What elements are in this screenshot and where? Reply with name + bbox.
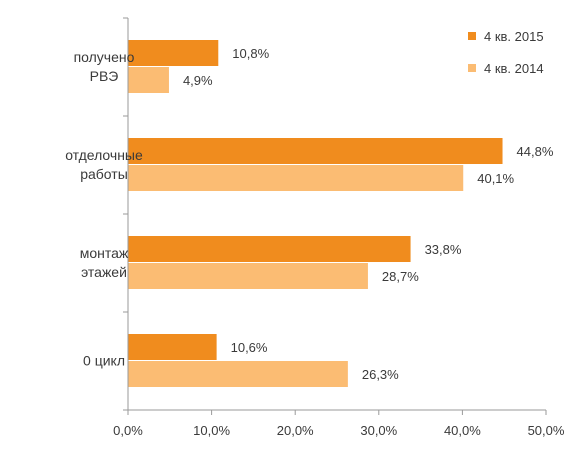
bar-series2-cat2 bbox=[128, 165, 464, 191]
legend-swatch bbox=[468, 64, 476, 72]
x-tick-label: 10,0% bbox=[193, 423, 230, 438]
data-label: 44,8% bbox=[517, 144, 554, 159]
bar-series1-cat2 bbox=[128, 138, 503, 164]
data-label: 26,3% bbox=[362, 367, 399, 382]
bars-layer bbox=[128, 40, 503, 387]
bar-series2-cat1 bbox=[128, 67, 169, 93]
category-label: РВЭ bbox=[90, 68, 119, 84]
category-label: получено bbox=[74, 49, 135, 65]
bar-series1-cat3 bbox=[128, 236, 411, 262]
bar-series1-cat1 bbox=[128, 40, 219, 66]
legend-label: 4 кв. 2015 bbox=[484, 29, 544, 44]
category-label: монтаж bbox=[80, 245, 129, 261]
bar-series2-cat3 bbox=[128, 263, 368, 289]
category-label: работы bbox=[80, 166, 128, 182]
x-tick-label: 40,0% bbox=[444, 423, 481, 438]
data-label: 10,8% bbox=[232, 46, 269, 61]
data-label: 10,6% bbox=[231, 340, 268, 355]
data-label: 40,1% bbox=[477, 171, 514, 186]
labels-layer: 10,8% 4,9% получено РВЭ 44,8%40,1% отделочные… bbox=[65, 46, 554, 382]
data-label: 33,8% bbox=[425, 242, 462, 257]
legend-swatch bbox=[468, 32, 476, 40]
x-tick-label: 30,0% bbox=[360, 423, 397, 438]
x-tick-label: 0,0% bbox=[113, 423, 143, 438]
legend: 4 кв. 2015 4 кв. 2014 bbox=[468, 29, 544, 76]
bar-series1-cat4 bbox=[128, 334, 217, 360]
category-label: этажей bbox=[81, 264, 127, 280]
x-tick-label: 20,0% bbox=[277, 423, 314, 438]
axis-layer: 0,0% 10,0% 20,0% 30,0% 40,0% 50,0% bbox=[113, 17, 565, 438]
category-label: отделочные bbox=[65, 147, 143, 163]
data-label: 28,7% bbox=[382, 269, 419, 284]
data-label: 4,9% bbox=[183, 73, 213, 88]
bar-series2-cat4 bbox=[128, 361, 348, 387]
legend-label: 4 кв. 2014 bbox=[484, 61, 544, 76]
x-tick-label: 50,0% bbox=[528, 423, 565, 438]
category-label: 0 цикл bbox=[83, 353, 125, 369]
